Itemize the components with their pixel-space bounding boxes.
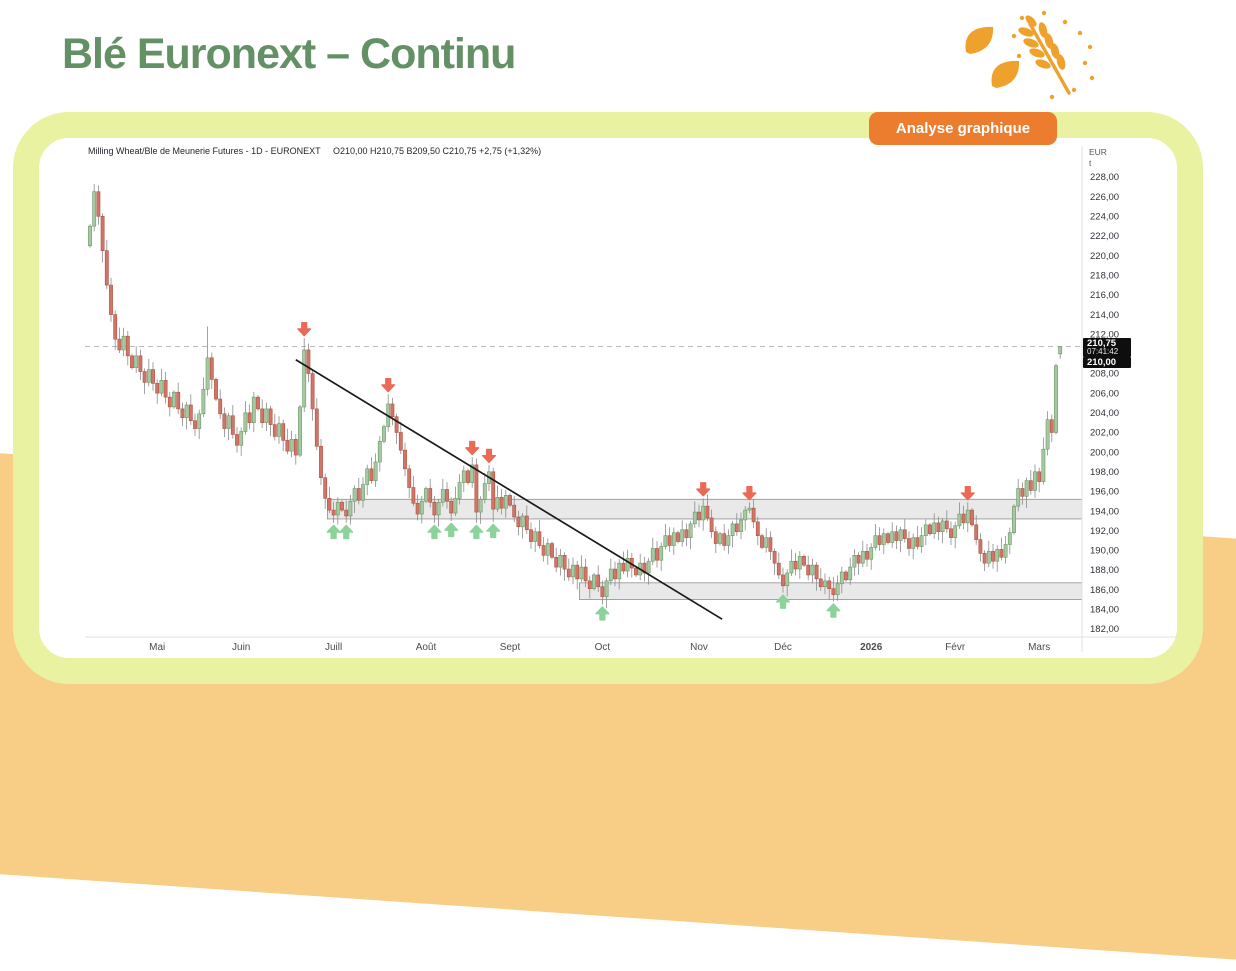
leaf-icon <box>965 26 994 54</box>
chart-ohlc-values: O210,00 H210,75 B209,50 C210,75 +2,75 (+… <box>332 146 542 156</box>
y-axis-label: 208,00 <box>1090 369 1119 380</box>
buy-signal-arrow-icon <box>826 603 841 618</box>
open-price-badge: 210,00 <box>1083 357 1131 368</box>
y-axis-label: 196,00 <box>1090 487 1119 498</box>
x-axis-label: Févr <box>945 642 966 653</box>
x-axis-label: Déc <box>774 642 792 653</box>
y-axis-label: 188,00 <box>1090 565 1119 576</box>
y-axis-label: 192,00 <box>1090 526 1119 537</box>
plot-area <box>85 183 1082 621</box>
y-axis-label: 218,00 <box>1090 270 1119 281</box>
chart-header: Milling Wheat/Ble de Meunerie Futures - … <box>88 146 541 156</box>
y-axis-label: 186,00 <box>1090 585 1119 596</box>
x-axis-label: Oct <box>595 642 611 653</box>
page-title: Blé Euronext – Continu <box>62 30 516 78</box>
open-price-value: 210,00 <box>1087 357 1117 368</box>
y-axis-label: 220,00 <box>1090 251 1119 262</box>
buy-signal-arrow-icon <box>595 606 610 621</box>
y-axis-label: 182,00 <box>1090 624 1119 635</box>
leaf-icon <box>991 60 1020 88</box>
analyse-graphique-button[interactable]: Analyse graphique <box>869 112 1057 145</box>
y-axis-label: 194,00 <box>1090 506 1119 517</box>
y-axis-label: 190,00 <box>1090 546 1119 557</box>
y-axis-label: 224,00 <box>1090 212 1119 223</box>
y-axis-label: 200,00 <box>1090 447 1119 458</box>
sell-signal-arrow-icon <box>960 486 975 501</box>
sell-signal-arrow-icon <box>381 377 396 393</box>
chart-symbol-title[interactable]: Milling Wheat/Ble de Meunerie Futures - … <box>88 146 321 156</box>
sell-signal-arrow-icon <box>482 448 496 464</box>
x-axis-label: Sept <box>500 642 521 653</box>
bar-countdown: 07:41:42 <box>1087 347 1119 356</box>
sell-signal-arrow-icon <box>742 486 757 501</box>
y-axis-label: 184,00 <box>1090 605 1119 616</box>
x-axis-label: Août <box>416 642 437 653</box>
y-axis-label: 228,00 <box>1090 172 1119 183</box>
sell-signal-arrow-icon <box>696 482 711 497</box>
buy-signal-arrow-icon <box>444 522 459 538</box>
last-price-value: 210,75 <box>1087 338 1117 349</box>
buy-signal-arrow-icon <box>326 524 341 540</box>
buy-signal-arrow-icon <box>427 524 442 540</box>
y-axis-label: 214,00 <box>1090 310 1119 321</box>
trendline[interactable] <box>295 359 723 620</box>
grain-dots-icon <box>1011 10 1095 100</box>
sell-signal-arrow-icon <box>465 440 480 456</box>
y-axis-label: 198,00 <box>1090 467 1119 478</box>
axis-unit-currency: EUR <box>1089 147 1107 157</box>
y-axis-label: 216,00 <box>1090 290 1119 301</box>
buy-signal-arrow-icon <box>339 524 354 540</box>
wheat-decoration <box>965 10 1095 100</box>
y-axis-label: 206,00 <box>1090 388 1119 399</box>
buy-signal-arrow-icon <box>486 523 501 539</box>
price-chart-canvas[interactable]: 228,00 226,00 224,00 222,00 220,00 218,00 216,… <box>0 0 1236 695</box>
buy-signal-arrow-icon <box>469 524 484 540</box>
y-axis-label: 212,00 <box>1090 329 1119 340</box>
last-price-badge: 210,75 07:41:42 <box>1083 338 1131 357</box>
x-axis-label: Juin <box>232 642 250 653</box>
axis-unit-tonne: t <box>1089 158 1092 168</box>
x-axis-label: Mars <box>1028 642 1050 653</box>
x-axis-label: Mai <box>149 642 165 653</box>
y-axis-label: 222,00 <box>1090 231 1119 242</box>
y-axis-label: 204,00 <box>1090 408 1119 419</box>
x-axis-label: Nov <box>690 642 708 653</box>
buy-signal-arrow-icon <box>776 594 790 609</box>
price-axis[interactable] <box>1083 146 1177 652</box>
time-axis[interactable] <box>85 638 1082 654</box>
y-axis-label: 226,00 <box>1090 192 1119 203</box>
wheat-spike-icon <box>1018 15 1071 95</box>
y-axis-label: 202,00 <box>1090 428 1119 439</box>
x-axis-label: 2026 <box>860 642 883 653</box>
x-axis-label: Juill <box>325 642 342 653</box>
sell-signal-arrow-icon <box>297 321 312 337</box>
candlesticks <box>88 183 1063 609</box>
price-axis-unit: EUR t <box>1089 147 1107 169</box>
